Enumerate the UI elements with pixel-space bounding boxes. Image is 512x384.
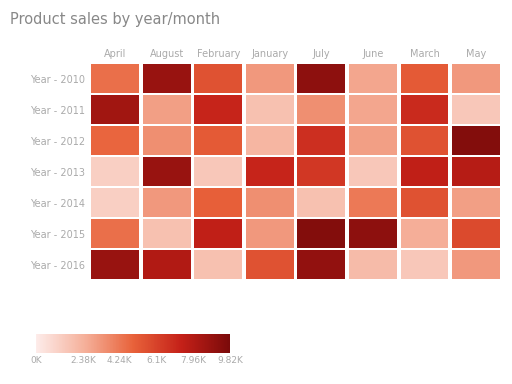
Bar xyxy=(297,250,346,279)
Bar xyxy=(195,189,242,217)
Bar xyxy=(400,126,449,155)
Bar xyxy=(297,126,346,155)
Bar xyxy=(143,189,191,217)
Bar xyxy=(92,219,139,248)
Bar xyxy=(452,219,500,248)
Bar xyxy=(349,157,397,186)
Bar xyxy=(400,189,449,217)
Bar xyxy=(349,189,397,217)
Bar xyxy=(297,219,346,248)
Bar xyxy=(195,219,242,248)
Bar xyxy=(349,96,397,124)
Bar xyxy=(92,250,139,279)
Bar xyxy=(452,96,500,124)
Bar xyxy=(246,250,294,279)
Bar xyxy=(92,96,139,124)
Bar xyxy=(452,250,500,279)
Bar xyxy=(452,189,500,217)
Bar xyxy=(452,157,500,186)
Bar xyxy=(92,126,139,155)
Bar xyxy=(195,65,242,93)
Bar xyxy=(92,65,139,93)
Bar xyxy=(143,65,191,93)
Bar xyxy=(400,96,449,124)
Bar xyxy=(246,96,294,124)
Bar xyxy=(400,250,449,279)
Bar xyxy=(143,126,191,155)
Bar xyxy=(400,157,449,186)
Bar xyxy=(349,126,397,155)
Bar xyxy=(143,219,191,248)
Bar xyxy=(246,219,294,248)
Bar xyxy=(349,250,397,279)
Bar xyxy=(400,65,449,93)
Bar xyxy=(349,219,397,248)
Bar xyxy=(246,65,294,93)
Text: Product sales by year/month: Product sales by year/month xyxy=(10,12,220,26)
Bar xyxy=(297,96,346,124)
Bar xyxy=(246,126,294,155)
Bar xyxy=(92,189,139,217)
Bar xyxy=(195,250,242,279)
Bar xyxy=(452,65,500,93)
Bar xyxy=(349,65,397,93)
Bar xyxy=(297,189,346,217)
Bar xyxy=(297,65,346,93)
Bar xyxy=(195,157,242,186)
Bar xyxy=(143,157,191,186)
Bar xyxy=(297,157,346,186)
Bar xyxy=(400,219,449,248)
Bar xyxy=(195,126,242,155)
Bar xyxy=(246,157,294,186)
Bar xyxy=(195,96,242,124)
Bar xyxy=(143,96,191,124)
Bar xyxy=(92,157,139,186)
Bar xyxy=(452,126,500,155)
Bar xyxy=(246,189,294,217)
Bar xyxy=(143,250,191,279)
